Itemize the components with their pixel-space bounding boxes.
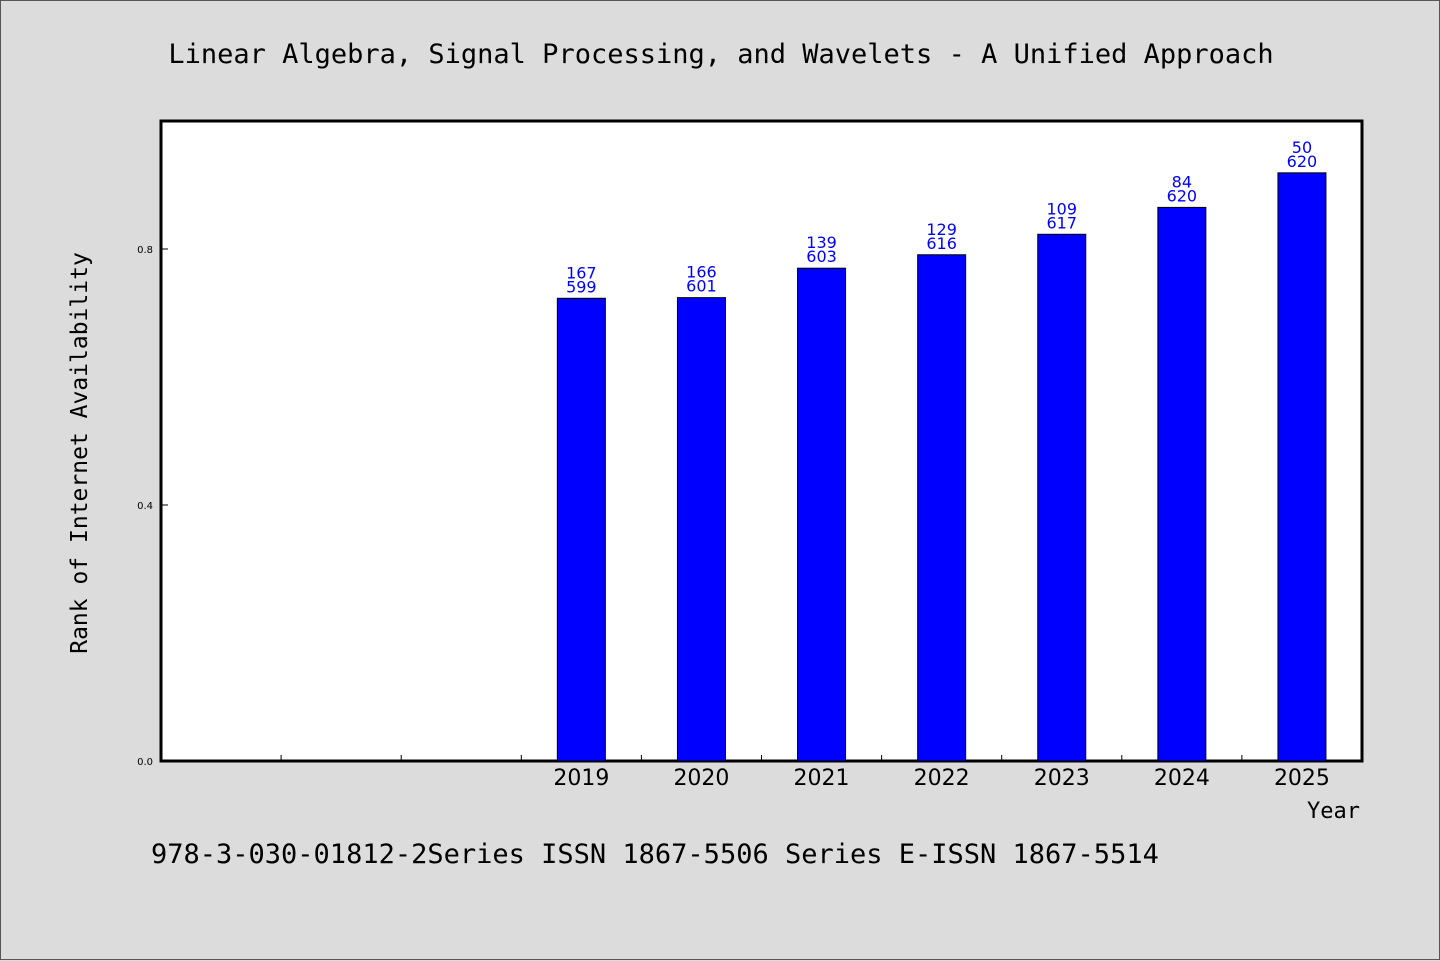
data-label-top: 50 bbox=[1292, 138, 1312, 157]
footer-isbn-issn: 978-3-030-01812-2Series ISSN 1867-5506 S… bbox=[151, 839, 1159, 870]
bar-2020 bbox=[676, 297, 726, 762]
chart-title: Linear Algebra, Signal Processing, and W… bbox=[168, 39, 1273, 70]
bar-2022 bbox=[917, 254, 967, 762]
x-tick-label: 2025 bbox=[1274, 766, 1330, 791]
x-axis-ticks: 2019 2020 2021 2022 2023 2024 2025 bbox=[280, 755, 1330, 791]
bar-2025 bbox=[1277, 172, 1327, 762]
y-axis-label: Rank of Internet Availability bbox=[67, 252, 93, 654]
data-label-bottom: 616 bbox=[926, 234, 957, 253]
data-label-top: 129 bbox=[926, 220, 957, 239]
x-tick-label: 2021 bbox=[794, 766, 850, 791]
data-label-top: 109 bbox=[1046, 199, 1077, 218]
x-tick-label: 2024 bbox=[1154, 766, 1210, 791]
y-axis-ticks: 0.0 0.4 0.8 bbox=[137, 245, 168, 768]
x-tick-label: 2022 bbox=[914, 766, 970, 791]
data-label-bottom: 599 bbox=[566, 277, 597, 296]
x-tick-label: 2019 bbox=[553, 766, 609, 791]
bar-2024 bbox=[1157, 206, 1207, 762]
bar-2019 bbox=[556, 297, 606, 762]
x-axis-label: Year bbox=[1307, 799, 1360, 824]
data-label-top: 139 bbox=[806, 233, 837, 252]
y-tick-label: 0.8 bbox=[137, 245, 153, 256]
y-tick-label: 0.4 bbox=[137, 501, 153, 512]
data-label-bottom: 620 bbox=[1287, 152, 1318, 171]
bar-2021 bbox=[797, 267, 847, 762]
bars bbox=[556, 172, 1327, 762]
x-tick-label: 2020 bbox=[673, 766, 729, 791]
bar-2023 bbox=[1037, 233, 1087, 762]
y-tick-label: 0.0 bbox=[137, 757, 153, 768]
data-label-bottom: 601 bbox=[686, 277, 717, 296]
data-label-top: 167 bbox=[566, 263, 597, 282]
data-label-top: 166 bbox=[686, 263, 717, 282]
data-label-top: 84 bbox=[1172, 172, 1192, 191]
data-label-bottom: 620 bbox=[1167, 186, 1198, 205]
x-tick-label: 2023 bbox=[1034, 766, 1090, 791]
data-label-bottom: 603 bbox=[806, 247, 837, 266]
data-label-bottom: 617 bbox=[1046, 213, 1077, 232]
